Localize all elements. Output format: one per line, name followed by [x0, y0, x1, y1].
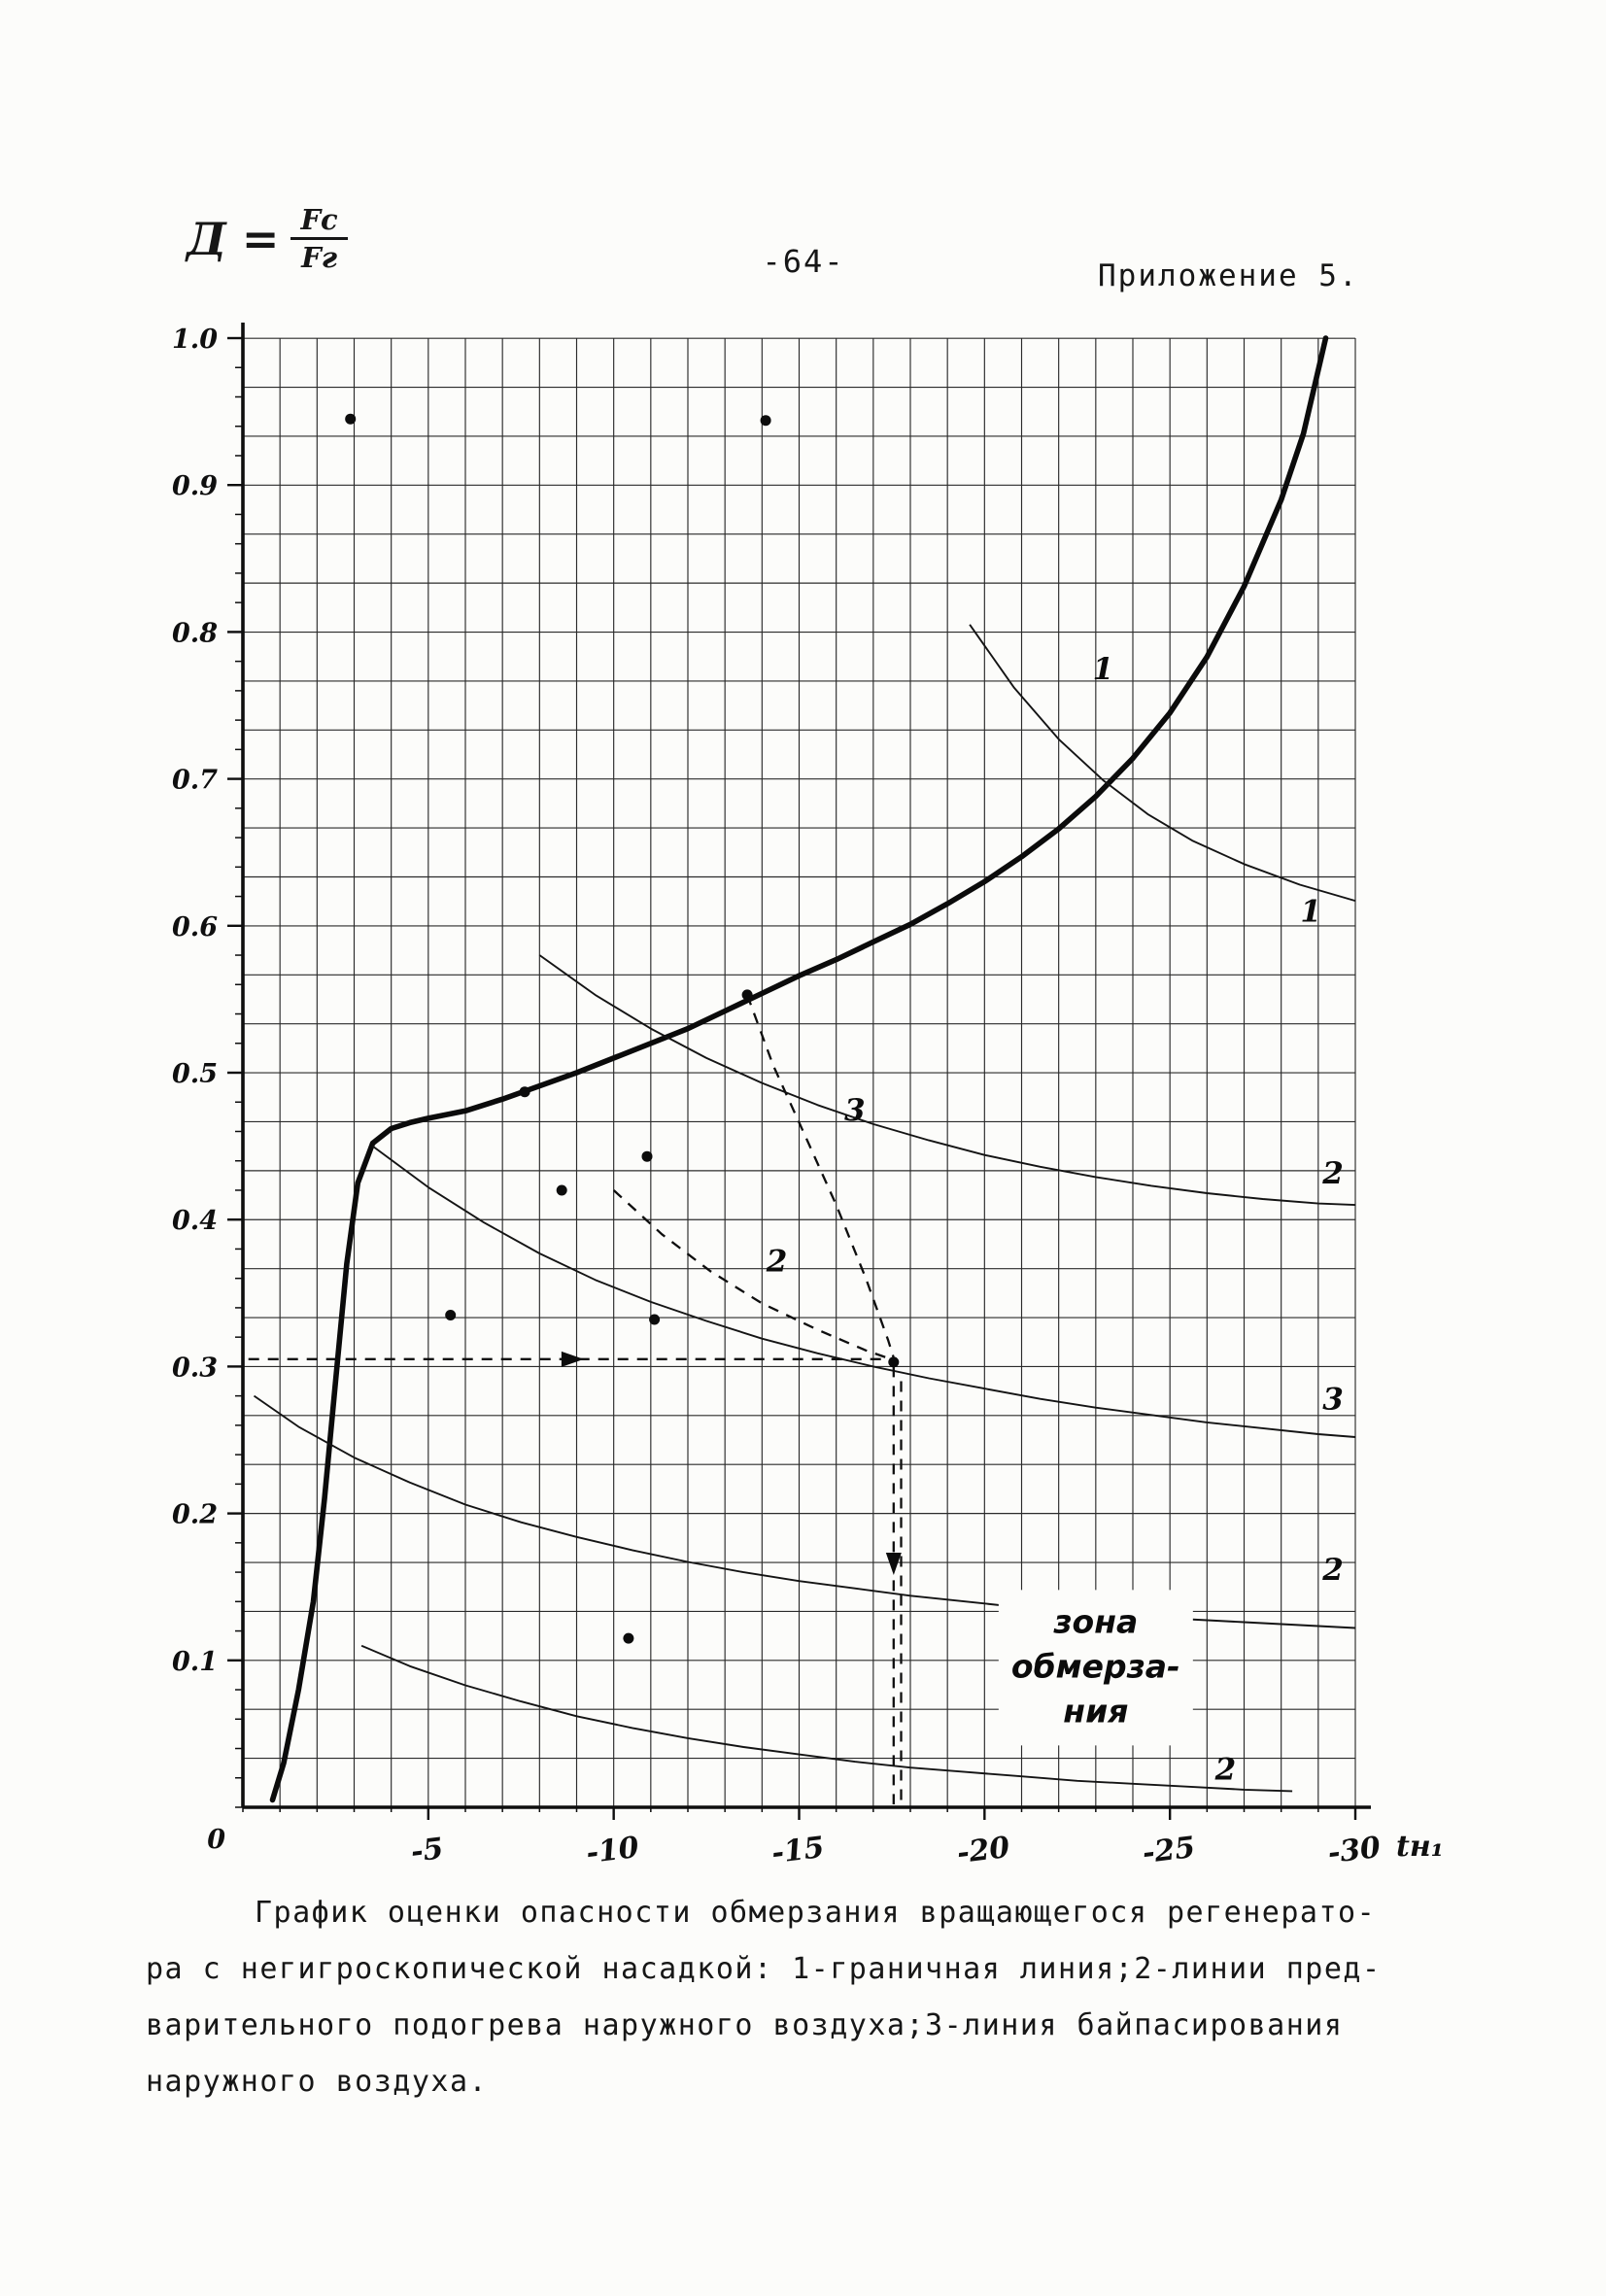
svg-text:-10: -10	[584, 1831, 640, 1870]
data-point	[741, 989, 753, 1001]
svg-text:1: 1	[1093, 652, 1114, 687]
svg-text:-15: -15	[769, 1831, 826, 1870]
svg-text:0.9: 0.9	[172, 471, 218, 501]
curve-preheat-line-a	[969, 624, 1356, 903]
data-point	[760, 415, 771, 427]
formula-lhs: Д =	[187, 212, 280, 265]
formula-numerator: Fc	[290, 204, 348, 241]
appendix-label: Приложение 5.	[1098, 258, 1359, 293]
svg-text:0.3: 0.3	[172, 1353, 218, 1383]
curve-bypass-line-lower	[612, 1189, 897, 1362]
data-point	[888, 1356, 900, 1368]
caption-line: ра с негигроскопической насадкой: 1-гран…	[146, 1952, 1382, 1986]
figure-caption: График оценки опасности обмерзания враща…	[146, 1885, 1467, 2110]
chart-zone-label: зона обмерза-ния	[998, 1590, 1193, 1746]
guide-arrow	[561, 1351, 584, 1367]
svg-text:зона: зона	[1052, 1602, 1138, 1640]
data-point	[445, 1310, 457, 1320]
data-point	[519, 1086, 530, 1098]
chart-curves	[248, 335, 1356, 1804]
svg-text:0.6: 0.6	[172, 912, 218, 942]
chart-canvas: зона обмерза-ния 1 1 2 3 2 2 2 3 1.0 0.9 0.8 0.7 0.6 0.…	[172, 323, 1444, 1870]
svg-text:3: 3	[844, 1093, 866, 1128]
chart-annotations: 1 1 2 3 2 2 2 3	[766, 652, 1344, 1787]
svg-text:3: 3	[1322, 1383, 1344, 1418]
data-point	[641, 1150, 653, 1162]
svg-text:-25: -25	[1141, 1831, 1197, 1870]
svg-text:0.2: 0.2	[172, 1500, 218, 1530]
formula-fraction: Fc Fг	[290, 204, 348, 275]
zone-label-box	[998, 1590, 1193, 1746]
chart-scatter	[345, 413, 900, 1644]
svg-text:0.1: 0.1	[172, 1647, 218, 1677]
svg-text:2: 2	[1321, 1156, 1344, 1191]
svg-text:2: 2	[1321, 1553, 1344, 1588]
y-axis-formula: Д = Fc Fг	[187, 204, 348, 274]
data-point	[649, 1314, 661, 1325]
svg-text:0.7: 0.7	[172, 766, 218, 796]
caption-line: наружного воздуха.	[146, 2065, 489, 2099]
svg-text:2: 2	[1214, 1753, 1237, 1788]
data-point	[345, 413, 357, 425]
data-point	[623, 1632, 634, 1644]
curve-boundary-line	[269, 335, 1329, 1803]
curve-bypass-line-upper	[746, 994, 897, 1364]
chart-tick-labels: 1.0 0.9 0.8 0.7 0.6 0.5 0.4 0.3 0.2 0.1 0 -5 -10 -15 -…	[172, 325, 1444, 1870]
caption-line: варительного подогрева наружного воздуха…	[146, 2008, 1344, 2042]
svg-text:1.0: 1.0	[172, 325, 218, 355]
guide-arrow	[885, 1552, 902, 1575]
svg-text:-30: -30	[1326, 1831, 1383, 1870]
svg-text:0.4: 0.4	[172, 1206, 218, 1236]
svg-text:-20: -20	[955, 1831, 1011, 1870]
svg-text:1: 1	[1300, 895, 1321, 930]
formula-denominator: Fг	[301, 241, 338, 275]
curve-preheat-line-e	[360, 1644, 1293, 1793]
curve-preheat-line-b	[538, 954, 1356, 1207]
page-number: -64-	[762, 243, 845, 280]
svg-text:0.8: 0.8	[172, 618, 218, 648]
chart-grid	[242, 337, 1356, 1808]
svg-text:0.5: 0.5	[172, 1059, 218, 1089]
svg-text:-5: -5	[409, 1832, 445, 1869]
chart: зона обмерза-ния 1 1 2 3 2 2 2 3 1.0 0.9 0.8 0.7 0.6 0.…	[136, 311, 1496, 1924]
curve-preheat-line-c	[372, 1145, 1356, 1438]
data-point	[556, 1184, 567, 1196]
svg-text:ния: ния	[1063, 1692, 1128, 1730]
svg-text:0: 0	[207, 1825, 225, 1855]
svg-text:обмерза-: обмерза-	[1011, 1647, 1180, 1685]
chart-axes	[227, 323, 1371, 1820]
svg-text:tн₁: tн₁	[1396, 1830, 1444, 1864]
caption-line: График оценки опасности обмерзания враща…	[255, 1896, 1377, 1930]
svg-text:2: 2	[766, 1245, 788, 1280]
